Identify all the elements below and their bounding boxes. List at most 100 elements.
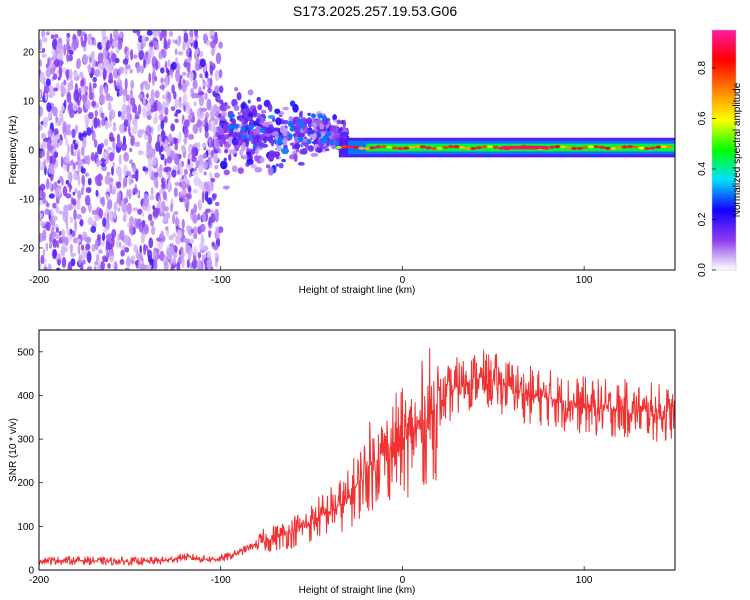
heatmap-cell bbox=[210, 35, 216, 40]
heatmap-cell bbox=[386, 145, 393, 149]
heatmap-cell bbox=[190, 228, 194, 234]
heatmap-cell bbox=[118, 153, 122, 166]
heatmap-cell bbox=[425, 146, 432, 150]
heatmap-cell bbox=[130, 225, 134, 237]
heatmap-cell bbox=[129, 159, 133, 165]
heatmap-cell bbox=[174, 142, 178, 151]
heatmap-cell bbox=[153, 101, 157, 112]
heatmap-cell bbox=[161, 180, 165, 189]
heatmap-cell bbox=[70, 79, 74, 86]
heatmap-cell bbox=[239, 149, 243, 157]
heatmap-cell bbox=[118, 68, 122, 76]
heatmap-cell bbox=[174, 118, 179, 123]
heatmap-cell bbox=[76, 198, 81, 211]
heatmap-cell bbox=[306, 117, 312, 125]
heatmap-cell bbox=[203, 182, 209, 190]
heatmap-cell bbox=[160, 153, 165, 161]
heatmap-cell bbox=[192, 79, 198, 90]
heatmap-cell bbox=[102, 67, 107, 80]
heatmap-cell bbox=[86, 266, 93, 270]
heatmap-cell bbox=[189, 88, 195, 94]
heatmap-cell bbox=[126, 189, 129, 198]
heatmap-cell bbox=[131, 174, 137, 179]
heatmap-cell bbox=[102, 48, 108, 59]
heatmap-cell bbox=[275, 117, 282, 126]
heatmap-cell bbox=[604, 146, 611, 150]
heatmap-cell bbox=[156, 237, 162, 242]
heatmap-cell bbox=[164, 60, 168, 69]
heatmap-cell bbox=[66, 162, 70, 173]
heatmap-cell bbox=[113, 209, 117, 219]
heatmap-cell bbox=[172, 251, 178, 259]
heatmap-cell bbox=[59, 210, 62, 215]
heatmap-cell bbox=[62, 121, 67, 133]
heatmap-cell bbox=[112, 161, 116, 168]
heatmap-cell bbox=[47, 263, 52, 270]
heatmap-cell bbox=[174, 48, 178, 55]
heatmap-cell bbox=[599, 145, 606, 149]
heatmap-cell bbox=[124, 77, 128, 90]
heatmap-cell bbox=[132, 187, 138, 194]
heatmap-cell bbox=[252, 107, 257, 116]
heatmap-cell bbox=[129, 68, 133, 74]
snr-frame bbox=[38, 329, 676, 571]
heatmap-cell bbox=[102, 151, 108, 160]
heatmap-cell bbox=[134, 114, 140, 120]
heatmap-cell bbox=[86, 154, 91, 166]
heatmap-cell bbox=[76, 106, 83, 115]
x-tick-label: -100 bbox=[211, 275, 231, 286]
heatmap-cell bbox=[300, 123, 306, 129]
heatmap-cell bbox=[169, 70, 174, 76]
heatmap-cell bbox=[85, 243, 91, 251]
heatmap-cell bbox=[50, 155, 56, 165]
heatmap-cell bbox=[91, 125, 94, 135]
heatmap-cell bbox=[121, 201, 128, 213]
heatmap-cell bbox=[228, 149, 237, 155]
heatmap-cell bbox=[194, 92, 200, 99]
heatmap-cell bbox=[310, 152, 319, 158]
y-tick-label: 0 bbox=[28, 566, 34, 577]
heatmap-cell bbox=[72, 39, 78, 51]
heatmap-cell bbox=[171, 84, 175, 94]
heatmap-cell bbox=[145, 51, 149, 58]
heatmap-cell bbox=[128, 115, 131, 126]
heatmap-cell bbox=[77, 244, 81, 255]
heatmap-cell bbox=[66, 92, 72, 104]
heatmap-cell bbox=[233, 104, 240, 112]
heatmap-cell bbox=[58, 175, 63, 182]
heatmap-cell bbox=[79, 71, 84, 79]
heatmap-cell bbox=[231, 165, 238, 173]
heatmap-cell bbox=[84, 194, 91, 206]
heatmap-cell bbox=[85, 236, 92, 244]
heatmap-cell bbox=[237, 111, 242, 115]
heatmap-cell bbox=[93, 139, 98, 148]
heatmap-cell bbox=[204, 92, 208, 101]
heatmap-cell bbox=[307, 145, 315, 152]
heatmap-cell bbox=[148, 168, 154, 173]
heatmap-cell bbox=[375, 145, 382, 149]
heatmap-cell bbox=[73, 237, 79, 244]
heatmap-cell bbox=[246, 151, 251, 157]
heatmap-cell bbox=[317, 113, 323, 119]
x-tick-label: -200 bbox=[29, 275, 49, 286]
heatmap-cell bbox=[174, 181, 181, 187]
heatmap-cell bbox=[52, 249, 57, 258]
heatmap-cell bbox=[162, 191, 167, 201]
heatmap-cell bbox=[69, 228, 73, 235]
heatmap-cell bbox=[55, 134, 61, 141]
heatmap-cell bbox=[116, 181, 122, 189]
heatmap-cell bbox=[67, 81, 72, 92]
heatmap-cell bbox=[192, 226, 198, 235]
heatmap-cell bbox=[97, 52, 104, 64]
heatmap-cell bbox=[191, 170, 198, 177]
heatmap-cell bbox=[105, 41, 110, 52]
heatmap-cell bbox=[163, 37, 167, 49]
heatmap-cell bbox=[189, 70, 194, 82]
heatmap-cell bbox=[123, 119, 129, 128]
heatmap-cell bbox=[48, 166, 55, 175]
heatmap-cell bbox=[108, 211, 113, 222]
heatmap-cell bbox=[233, 123, 239, 129]
heatmap-cell bbox=[228, 113, 234, 119]
heatmap-cell bbox=[202, 142, 207, 149]
heatmap-cell bbox=[242, 110, 249, 118]
